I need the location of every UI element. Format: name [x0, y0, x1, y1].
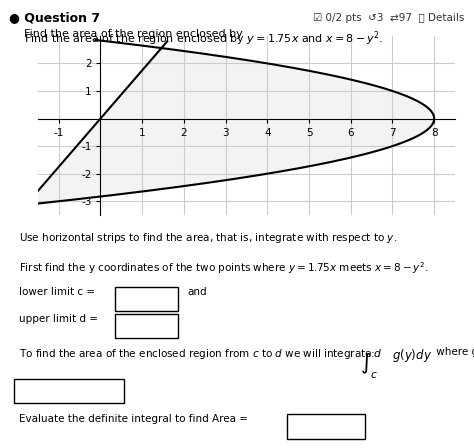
Text: Find the area of the region enclosed by: Find the area of the region enclosed by	[24, 29, 246, 39]
Text: Find the area of the region enclosed by $y = 1.75x$ and $x = 8 - y^2$.: Find the area of the region enclosed by …	[24, 29, 383, 48]
Text: $g(y)dy$: $g(y)dy$	[392, 347, 432, 364]
FancyBboxPatch shape	[14, 379, 124, 403]
Text: lower limit c =: lower limit c =	[19, 287, 95, 297]
FancyBboxPatch shape	[115, 287, 178, 311]
Text: Evaluate the definite integral to find Area =: Evaluate the definite integral to find A…	[19, 414, 248, 424]
Text: ☑ 0/2 pts  ↺3  ⇄97  ⓘ Details: ☑ 0/2 pts ↺3 ⇄97 ⓘ Details	[313, 13, 465, 23]
Text: Use horizontal strips to find the area, that is, integrate with respect to $y$.: Use horizontal strips to find the area, …	[19, 231, 397, 245]
Text: $\int_{c}^{d}$: $\int_{c}^{d}$	[360, 347, 382, 381]
FancyBboxPatch shape	[115, 314, 178, 338]
Text: and: and	[187, 287, 207, 297]
Text: First find the y coordinates of the two points where $y = 1.75x$ meets $x = 8 - : First find the y coordinates of the two …	[19, 260, 428, 276]
Text: ● Question 7: ● Question 7	[9, 11, 100, 25]
Text: upper limit d =: upper limit d =	[19, 314, 98, 323]
FancyBboxPatch shape	[287, 414, 365, 439]
Text: where g( y ) =: where g( y ) =	[433, 347, 474, 357]
Text: To find the area of the enclosed region from $c$ to $d$ we will integrate:: To find the area of the enclosed region …	[19, 347, 375, 361]
